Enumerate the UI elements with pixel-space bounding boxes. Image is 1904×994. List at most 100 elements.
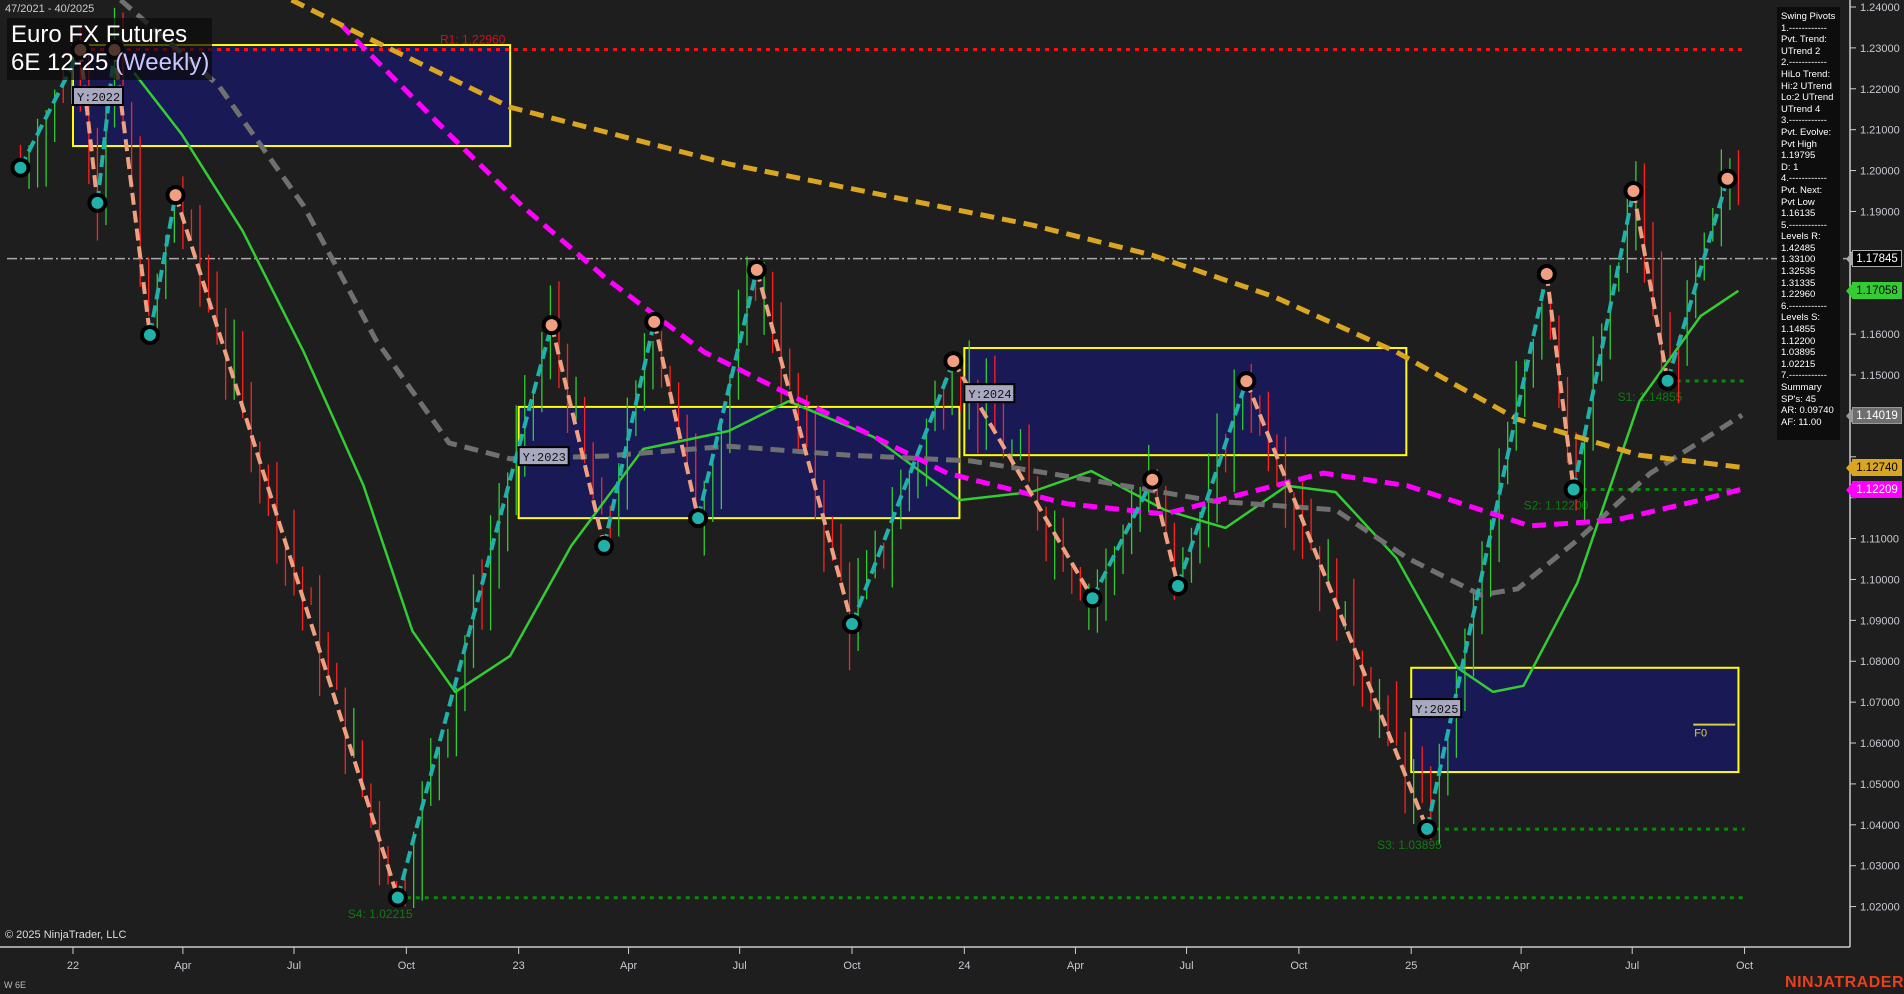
time-axis-label: 24 <box>958 960 970 972</box>
swing-pivot-low-marker <box>139 324 160 345</box>
ninjatrader-logo: NINJATRADER <box>1785 974 1904 991</box>
swing-pivot-high-marker <box>165 185 186 206</box>
price-axis-label: 1.07000 <box>1860 697 1900 709</box>
fast-moving-average-line <box>133 72 1740 694</box>
year-label: Y:2022 <box>77 91 120 105</box>
last-price-tag: 1.17845 <box>1846 250 1902 268</box>
price-axis-label: 1.15000 <box>1860 370 1900 382</box>
time-axis-label: Apr <box>1513 960 1530 972</box>
swing-pivot-high-marker <box>1142 469 1163 490</box>
info-line: 2.------------ <box>1781 57 1827 69</box>
swing-zigzag-leg <box>652 321 701 519</box>
swing-zigzag-leg <box>1244 380 1429 830</box>
time-axis-label: Jul <box>1625 960 1639 972</box>
info-line: Pvt. Evolve: <box>1781 126 1832 138</box>
series-label: W 6E <box>4 980 27 990</box>
price-axis-label: 1.09000 <box>1860 615 1900 627</box>
info-line: Levels R: <box>1781 231 1821 243</box>
green-ma-tag: 1.17058 <box>1846 282 1902 300</box>
time-axis-label: 25 <box>1405 960 1417 972</box>
instrument-title: Euro FX Futures <box>11 21 188 48</box>
swing-pivot-low-marker <box>1082 588 1103 609</box>
swing-pivot-low-marker <box>594 535 615 556</box>
price-axis-label: 1.10000 <box>1860 574 1900 586</box>
info-line: 1.02215 <box>1781 358 1816 370</box>
year-label-box <box>963 383 1016 404</box>
price-axis-label: 1.11000 <box>1860 534 1899 546</box>
info-line: 6.------------ <box>1781 300 1827 312</box>
swing-pivot-high-marker <box>746 259 767 280</box>
contract-title: 6E 12-25 (Weekly) <box>11 49 209 77</box>
contract-symbol: 6E 12-25 <box>11 49 109 76</box>
price-axis-label: 1.19000 <box>1860 206 1900 218</box>
info-line: 1.22960 <box>1781 289 1816 301</box>
time-axis-label: Jul <box>1180 960 1194 972</box>
time-axis-label: Apr <box>174 960 191 972</box>
info-line: UTrend 4 <box>1781 103 1821 115</box>
time-axis-label: Oct <box>843 960 860 972</box>
price-axis-label: 1.02000 <box>1860 902 1900 914</box>
time-axis-label: Oct <box>398 960 415 972</box>
support-level-label: S3: 1.03895 <box>1377 838 1442 852</box>
magenta-ma-tag: 1.12209 <box>1846 480 1902 498</box>
time-axis-label: Apr <box>620 960 637 972</box>
year-label: Y:2023 <box>523 451 566 465</box>
info-line: 4.------------ <box>1781 173 1827 185</box>
info-line: Levels S: <box>1781 312 1821 324</box>
price-axis-label: 1.16000 <box>1860 329 1900 341</box>
support-level-label: S2: 1.12200 <box>1524 499 1589 513</box>
info-line: 1.19795 <box>1781 150 1816 162</box>
swing-pivot-low-marker <box>841 614 862 635</box>
swing-zigzag-leg <box>549 324 607 547</box>
swing-pivot-low-marker <box>1563 479 1584 500</box>
year-label-box <box>1410 698 1463 719</box>
swing-zigzag-leg <box>1544 273 1576 490</box>
info-line: Summary <box>1781 382 1822 393</box>
swing-pivot-low-marker <box>1168 576 1189 597</box>
date-range-label: 47/2021 - 40/2025 <box>5 3 95 15</box>
year-label: Y:2025 <box>1415 703 1458 717</box>
swing-pivot-high-marker <box>644 311 665 332</box>
swing-zigzag-leg <box>1425 273 1549 830</box>
swing-zigzag-leg <box>1090 478 1155 600</box>
info-line: 1.33100 <box>1781 254 1816 266</box>
info-line: Lo:2 UTrend <box>1781 92 1834 104</box>
fib-marker-label: F0 <box>1694 728 1707 740</box>
info-line: 1.31335 <box>1781 277 1816 289</box>
info-line: 1.16135 <box>1781 208 1816 220</box>
info-line: Pvt Low <box>1781 196 1815 208</box>
support-level-label: S4: 1.02215 <box>348 907 413 921</box>
swing-pivot-high-marker <box>1236 371 1257 392</box>
info-line: 1.32535 <box>1781 266 1816 278</box>
info-line: 1.14855 <box>1781 324 1816 336</box>
info-line: HiLo Trend: <box>1781 68 1831 80</box>
info-line: 7.------------ <box>1781 370 1827 382</box>
info-line: 1.03895 <box>1781 347 1816 359</box>
swing-pivot-low-marker <box>1417 818 1438 839</box>
support-level-label: S1: 1.14855 <box>1618 390 1683 404</box>
info-line: AF: 11.00 <box>1781 416 1822 428</box>
info-line: SP's: 45 <box>1781 393 1817 405</box>
info-line: Hi:2 UTrend <box>1781 80 1832 92</box>
swing-zigzag-leg <box>1571 190 1636 490</box>
price-axis-label: 1.23000 <box>1860 43 1900 55</box>
swing-zigzag-leg <box>395 324 554 899</box>
swing-zigzag-leg <box>696 269 759 519</box>
time-axis-label: 23 <box>513 960 525 972</box>
resistance-level-label: R1: 1.22960 <box>440 33 506 47</box>
info-line: Swing Pivots <box>1781 11 1836 22</box>
swing-zigzag-leg <box>173 194 400 899</box>
info-line: AR: 0.09740 <box>1781 405 1834 417</box>
price-axis-label: 1.24000 <box>1860 2 1900 14</box>
year-range-box <box>963 347 1408 457</box>
slow-moving-average-line <box>338 22 1743 529</box>
swing-zigzag-leg <box>147 194 178 336</box>
swing-pivot-high-marker <box>1536 264 1557 285</box>
info-line: 1.------------ <box>1781 22 1827 34</box>
info-line: D: 1 <box>1781 161 1799 173</box>
info-line: 1.12200 <box>1781 335 1816 347</box>
swing-pivot-low-marker <box>1657 370 1678 391</box>
swing-zigzag-leg <box>1150 479 1180 587</box>
swing-pivot-low-marker <box>87 192 108 213</box>
